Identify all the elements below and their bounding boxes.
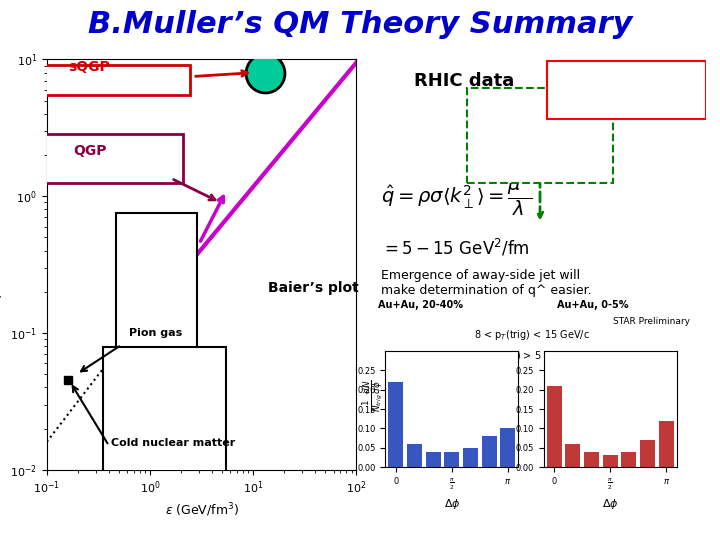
Text: B.Muller’s QM Theory Summary: B.Muller’s QM Theory Summary (88, 10, 632, 39)
Text: Heavy Ion Physics at the LHC, Santa Fe, 23.10.2005: Heavy Ion Physics at the LHC, Santa Fe, … (14, 513, 379, 526)
Bar (444, 451, 459, 467)
Text: Range of color force: Range of color force (560, 82, 686, 94)
Text: QGP: QGP (73, 144, 107, 158)
Bar (388, 382, 403, 467)
Bar (407, 444, 422, 467)
Bar (640, 440, 655, 467)
Text: $\frac{1}{N_{trig}}\frac{dN}{d\phi}$: $\frac{1}{N_{trig}}\frac{dN}{d\phi}$ (361, 380, 384, 413)
Text: Cold nuclear matter: Cold nuclear matter (111, 438, 235, 448)
Text: STAR Preliminary: STAR Preliminary (613, 317, 690, 326)
Text: Pion gas: Pion gas (129, 328, 182, 338)
Text: sQGP: sQGP (68, 60, 109, 74)
FancyBboxPatch shape (37, 134, 183, 183)
Bar (500, 428, 516, 467)
Text: $\hat{q} = \rho\sigma\langle k_\perp^2\rangle = \dfrac{\mu^2}{\lambda}$: $\hat{q} = \rho\sigma\langle k_\perp^2\r… (381, 171, 532, 218)
Y-axis label: $\hat{q}$ (GeV$^2$/fm): $\hat{q}$ (GeV$^2$/fm) (0, 227, 4, 302)
X-axis label: $\Delta\phi$: $\Delta\phi$ (444, 497, 460, 511)
Text: Density of
scatterings: Density of scatterings (494, 123, 563, 152)
Text: Andrea Dainese: Andrea Dainese (468, 513, 579, 526)
Text: p$_T$(assoc) > 5 GeV/c: p$_T$(assoc) > 5 GeV/c (474, 349, 574, 363)
Bar (621, 451, 636, 467)
Bar (603, 455, 618, 467)
X-axis label: $\varepsilon$ (GeV/fm$^3$): $\varepsilon$ (GeV/fm$^3$) (164, 502, 239, 519)
Bar (482, 436, 497, 467)
Bar (565, 444, 580, 467)
Bar (584, 451, 599, 467)
Text: $= 5 - 15\ \mathrm{GeV}^2/\mathrm{fm}$: $= 5 - 15\ \mathrm{GeV}^2/\mathrm{fm}$ (381, 238, 530, 259)
Text: Emergence of away-side jet will
make determination of q^ easier.: Emergence of away-side jet will make det… (381, 269, 592, 296)
Bar (546, 386, 562, 467)
Bar (463, 448, 478, 467)
Bar (426, 451, 441, 467)
Text: Au+Au, 20-40%: Au+Au, 20-40% (378, 300, 463, 310)
X-axis label: $\Delta\phi$: $\Delta\phi$ (602, 497, 618, 511)
FancyBboxPatch shape (546, 62, 706, 119)
Text: Au+Au, 0-5%: Au+Au, 0-5% (557, 300, 628, 310)
FancyBboxPatch shape (116, 213, 197, 511)
FancyBboxPatch shape (25, 65, 190, 96)
Text: RHIC data: RHIC data (414, 72, 514, 90)
FancyBboxPatch shape (103, 347, 225, 540)
Text: 8 < p$_T$(trig) < 15 GeV/c: 8 < p$_T$(trig) < 15 GeV/c (474, 328, 590, 342)
FancyBboxPatch shape (467, 88, 613, 183)
Text: Baier’s plot: Baier’s plot (269, 281, 359, 295)
Bar (659, 421, 674, 467)
